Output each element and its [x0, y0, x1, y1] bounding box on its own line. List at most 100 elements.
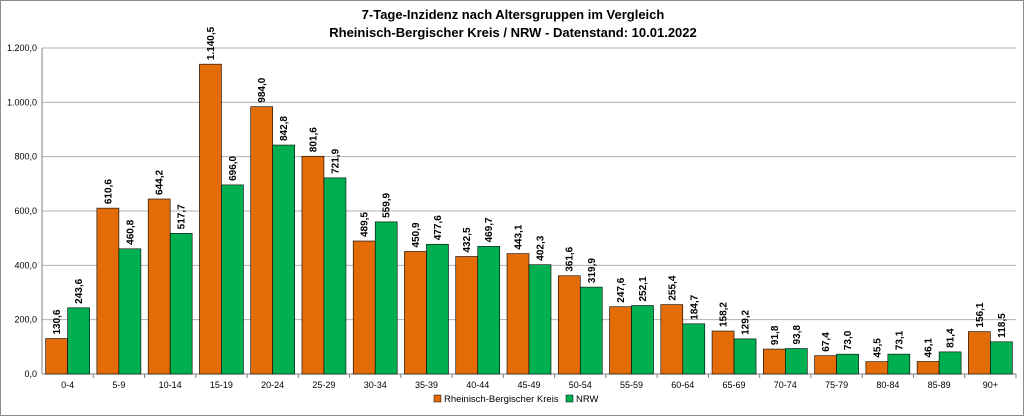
data-label: 255,4 [667, 275, 678, 300]
data-label: 517,7 [177, 204, 188, 229]
data-label: 402,3 [536, 235, 547, 260]
x-tick-label: 35-39 [415, 380, 438, 390]
x-tick-label: 75-79 [825, 380, 848, 390]
data-label: 450,9 [411, 222, 422, 247]
data-label: 184,7 [689, 294, 700, 319]
data-label: 477,6 [433, 215, 444, 240]
bar [352, 240, 376, 375]
legend-swatch [433, 394, 442, 403]
data-label: 559,9 [382, 192, 393, 217]
data-label: 469,7 [484, 217, 495, 242]
bar [118, 248, 142, 375]
data-labels: 130,6 243,6 610,6 460,8 644,2 517,7 1.140,5 696… [52, 26, 1008, 357]
bar [169, 233, 193, 375]
x-tick-label: 20-24 [261, 380, 284, 390]
y-tick-label: 800,0 [14, 152, 37, 162]
data-label: 361,6 [565, 246, 576, 271]
bar [96, 207, 120, 375]
legend-swatch [565, 394, 574, 403]
legend: Rheinisch-Bergischer Kreis NRW [433, 394, 599, 405]
bar [528, 264, 552, 375]
x-tick-label: 45-49 [517, 380, 540, 390]
bar [711, 330, 735, 375]
bar [579, 286, 603, 375]
y-tick-label: 1.200,0 [7, 43, 37, 53]
x-tick-label: 55-59 [620, 380, 643, 390]
data-label: 432,5 [462, 227, 473, 252]
x-tick-label: 30-34 [364, 380, 387, 390]
bar [609, 306, 632, 375]
bar [968, 331, 991, 375]
bar [631, 305, 654, 375]
bar [426, 243, 449, 375]
data-label: 984,0 [257, 77, 268, 102]
data-label: 610,6 [103, 179, 114, 204]
data-label: 1.140,5 [206, 26, 217, 60]
data-label: 252,1 [638, 276, 649, 301]
data-label: 46,1 [924, 338, 935, 358]
bar [323, 177, 347, 375]
x-tick-label: 85-89 [928, 380, 951, 390]
bar [763, 348, 786, 375]
data-label: 129,2 [741, 309, 752, 334]
x-tick-label: 90+ [983, 380, 998, 390]
data-label: 73,0 [843, 330, 854, 350]
x-tick-label: 25-29 [312, 380, 335, 390]
bar [477, 246, 501, 375]
data-label: 243,6 [74, 278, 85, 303]
data-label: 81,4 [946, 328, 957, 348]
bar [887, 353, 911, 375]
y-tick-label: 200,0 [14, 315, 37, 325]
bar [916, 361, 940, 375]
bar [557, 275, 581, 375]
data-label: 73,1 [894, 330, 905, 350]
x-tick-label: 15-19 [210, 380, 233, 390]
bar [938, 351, 962, 375]
data-label: 696,0 [228, 155, 239, 180]
bar [221, 184, 244, 375]
bar [67, 307, 90, 375]
data-label: 319,9 [587, 258, 598, 283]
x-tick-label: 60-64 [671, 380, 694, 390]
data-label: 801,6 [308, 127, 319, 152]
bar [733, 338, 757, 375]
x-tick-label: 50-54 [569, 380, 592, 390]
data-label: 45,5 [872, 338, 883, 358]
data-label: 247,6 [616, 277, 627, 302]
bar [865, 361, 889, 375]
bar [147, 198, 171, 375]
data-label: 156,1 [975, 302, 986, 327]
bar [814, 355, 837, 375]
bar [250, 106, 273, 375]
bar [199, 63, 222, 375]
legend-label: NRW [576, 394, 599, 405]
bars [45, 63, 1013, 375]
bar [455, 256, 479, 375]
bar [45, 338, 68, 375]
y-tick-label: 600,0 [14, 206, 37, 216]
bar [301, 155, 325, 375]
data-label: 721,9 [330, 148, 341, 173]
bar [660, 304, 684, 375]
data-label: 67,4 [821, 332, 832, 352]
chart-title: 7-Tage-Inzidenz nach Altersgruppen im Ve… [362, 7, 665, 22]
bar [374, 221, 398, 375]
x-tick-label: 70-74 [774, 380, 797, 390]
x-tick-label: 80-84 [876, 380, 899, 390]
data-label: 118,5 [997, 313, 1008, 338]
bar [682, 323, 706, 375]
y-tick-label: 1.000,0 [7, 97, 37, 107]
data-label: 443,1 [514, 224, 525, 249]
data-label: 842,8 [279, 116, 290, 141]
x-tick-label: 65-69 [723, 380, 746, 390]
x-tick-label: 5-9 [112, 380, 125, 390]
data-label: 158,2 [719, 302, 730, 327]
x-tick-label: 10-14 [159, 380, 182, 390]
data-label: 460,8 [125, 219, 136, 244]
bar [785, 348, 808, 375]
data-label: 91,8 [770, 325, 781, 345]
bar [272, 144, 295, 375]
legend-label: Rheinisch-Bergischer Kreis [444, 394, 559, 405]
